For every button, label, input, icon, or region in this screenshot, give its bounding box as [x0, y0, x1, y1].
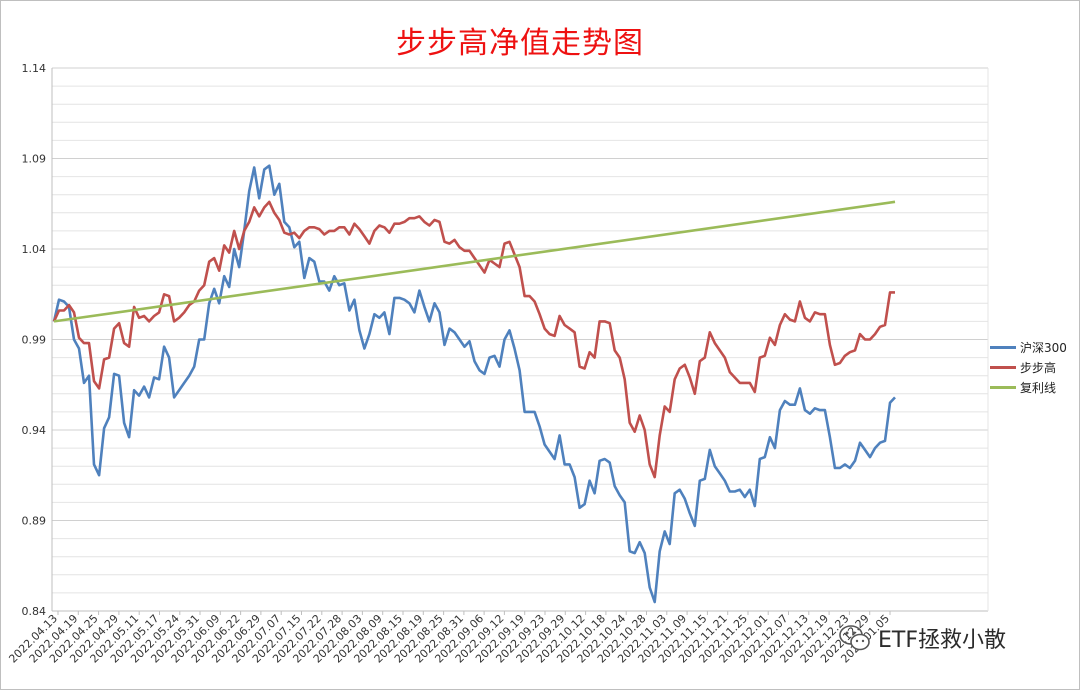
y-tick-label: 1.09: [22, 153, 47, 166]
legend-swatch: [990, 385, 1016, 389]
chart-title: 步步高净值走势图: [396, 26, 644, 61]
legend: 沪深300 步步高 复利线: [990, 337, 1067, 397]
watermark-text: ETF拯救小散: [878, 628, 1006, 653]
y-tick-label: 0.89: [22, 515, 47, 528]
series-line-0: [52, 164, 896, 604]
wechat-icon: [838, 623, 872, 653]
series-line-2: [53, 200, 896, 323]
legend-label: 复利线: [1020, 380, 1057, 395]
legend-item-hs300: 沪深300: [990, 337, 1067, 357]
legend-label: 沪深300: [1020, 340, 1067, 355]
legend-label: 步步高: [1020, 360, 1057, 375]
y-tick-label: 0.84: [22, 605, 47, 618]
y-tick-label: 0.99: [22, 334, 47, 347]
y-tick-label: 1.14: [22, 62, 47, 75]
x-axis-ticks: 2022.04.132022.04.192022.04.252022.04.29…: [6, 611, 892, 666]
legend-item-bubugao: 步步高: [990, 357, 1067, 377]
watermark: ETF拯救小散: [838, 622, 1006, 654]
legend-swatch: [990, 345, 1016, 349]
series-lines: [52, 164, 896, 604]
y-tick-label: 0.94: [22, 424, 47, 437]
gridlines: [51, 67, 989, 612]
y-axis-ticks: 0.84 0.89 0.94 0.99 1.04 1.09 1.14: [22, 62, 47, 618]
legend-swatch: [990, 365, 1016, 369]
y-tick-label: 1.04: [22, 243, 47, 256]
legend-item-compound-line: 复利线: [990, 377, 1067, 397]
